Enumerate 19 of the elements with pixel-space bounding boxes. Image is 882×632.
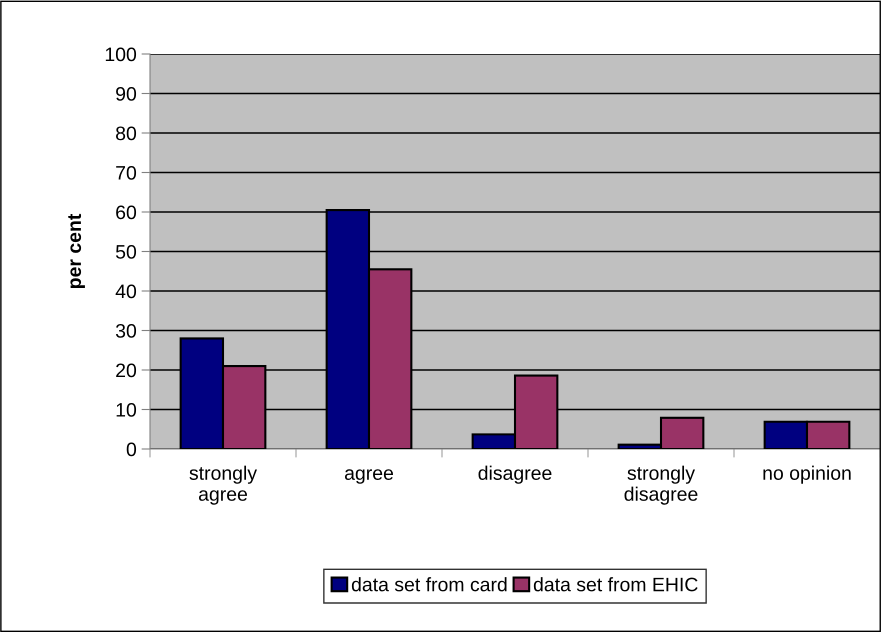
y-tick-label: 80 [116,126,136,140]
y-tick-label: 0 [126,442,136,456]
y-tick-label: 60 [116,205,136,220]
y-tick-label: 70 [116,166,136,180]
legend-label: data set from card [352,577,507,592]
x-tick-label: strongly disagree [624,466,698,505]
y-tick-label: 30 [116,324,136,338]
y-tick-label: 90 [116,86,136,101]
x-tick-label: no opinion [763,466,851,484]
y-tick-label: 100 [106,47,136,62]
x-tick-label: strongly agree [190,466,258,505]
y-tick-label: 50 [116,244,136,259]
x-tick-label: disagree [478,466,552,484]
legend-label: data set from EHIC [534,577,698,592]
y-tick-label: 10 [116,402,136,417]
y-axis-title: per cent [68,214,85,288]
x-tick-label: agree [344,469,394,484]
y-tick-label: 40 [116,284,136,298]
y-tick-label: 20 [116,363,136,378]
